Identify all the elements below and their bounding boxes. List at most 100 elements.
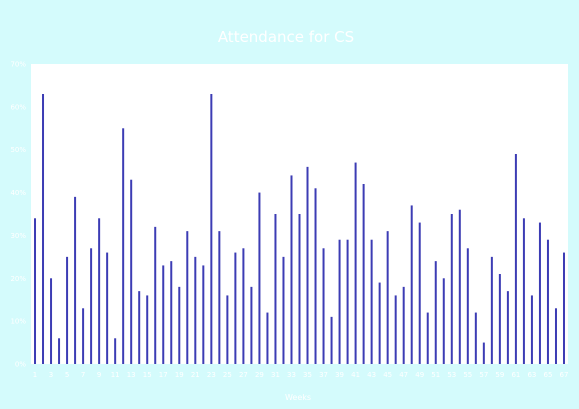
bar — [386, 231, 389, 364]
bar — [498, 274, 501, 364]
x-tick-label: 45 — [383, 371, 392, 379]
x-axis-label: Weeks — [285, 393, 311, 402]
x-tick-label: 1 — [33, 371, 37, 379]
bar — [178, 286, 181, 364]
bar — [282, 256, 285, 364]
bar — [362, 184, 365, 364]
x-tick-label: 7 — [81, 371, 85, 379]
bar — [130, 179, 133, 364]
x-tick-label: 55 — [463, 371, 472, 379]
bar — [274, 214, 277, 364]
x-tick-label: 23 — [207, 371, 216, 379]
bar — [314, 188, 317, 364]
x-tick-label: 41 — [351, 371, 360, 379]
bar — [330, 316, 333, 364]
bar — [42, 94, 45, 364]
bar — [202, 265, 205, 364]
bar — [74, 196, 77, 364]
x-tick-label: 35 — [303, 371, 312, 379]
bar — [306, 166, 309, 364]
bar — [186, 231, 189, 364]
bar — [474, 312, 477, 364]
bars-group — [34, 94, 565, 364]
bar — [506, 291, 509, 364]
y-tick-label: 20% — [10, 275, 26, 283]
x-tick-label: 37 — [319, 371, 328, 379]
bar — [266, 312, 269, 364]
bar — [450, 214, 453, 364]
bar — [34, 218, 37, 364]
x-tick-label: 49 — [415, 371, 424, 379]
bar — [170, 261, 173, 364]
bar — [146, 295, 149, 364]
bar — [322, 248, 325, 364]
x-tick-label: 9 — [97, 371, 101, 379]
y-tick-label: 10% — [10, 318, 26, 326]
x-tick-label: 29 — [255, 371, 264, 379]
bar — [370, 239, 373, 364]
chart-title: Attendance for CS — [218, 28, 354, 46]
bar — [114, 338, 117, 364]
x-tick-label: 11 — [111, 371, 120, 379]
x-tick-label: 15 — [143, 371, 152, 379]
x-tick-label: 13 — [127, 371, 136, 379]
bar — [290, 175, 293, 364]
x-tick-label: 27 — [239, 371, 248, 379]
bar — [434, 261, 437, 364]
x-tick-label: 61 — [511, 371, 520, 379]
bar — [410, 205, 413, 364]
bar — [354, 162, 357, 364]
bar — [554, 308, 557, 364]
x-tick-label: 57 — [479, 371, 488, 379]
bar — [194, 256, 197, 364]
x-tick-label: 47 — [399, 371, 408, 379]
bar — [218, 231, 221, 364]
bar — [210, 94, 213, 364]
y-tick-label: 30% — [10, 232, 26, 240]
x-tick-label: 59 — [495, 371, 504, 379]
x-axis-ticks: 1 3 5 7 9 11 13 15 17 19 21 23 25 27 29 31 33 35 37 39 41 43 4… — [33, 371, 569, 379]
bar — [338, 239, 341, 364]
bar — [106, 252, 109, 364]
bar — [226, 295, 229, 364]
y-tick-label: 40% — [10, 189, 26, 197]
x-tick-label: 39 — [335, 371, 344, 379]
x-tick-label: 5 — [65, 371, 69, 379]
x-tick-label: 19 — [175, 371, 184, 379]
bar — [258, 192, 261, 364]
bar — [242, 248, 245, 364]
bar — [514, 154, 517, 364]
y-axis-ticks: 0% 10% 20% 30% 40% 50% 60% 70% — [10, 61, 26, 369]
bar — [98, 218, 101, 364]
bar — [50, 278, 53, 364]
bar — [490, 256, 493, 364]
x-tick-label: 63 — [527, 371, 536, 379]
x-tick-label: 31 — [271, 371, 280, 379]
bar — [418, 222, 421, 364]
bar — [402, 286, 405, 364]
bar — [378, 282, 381, 364]
x-tick-label: 43 — [367, 371, 376, 379]
bar — [546, 239, 549, 364]
bar — [466, 248, 469, 364]
bar — [122, 128, 125, 364]
bar — [562, 252, 565, 364]
bar — [482, 342, 485, 364]
x-tick-label: 51 — [431, 371, 440, 379]
x-tick-label: 17 — [159, 371, 168, 379]
y-tick-label: 50% — [10, 146, 26, 154]
bar — [90, 248, 93, 364]
x-tick-label: 33 — [287, 371, 296, 379]
bar — [442, 278, 445, 364]
x-tick-label: 53 — [447, 371, 456, 379]
bar — [154, 226, 157, 364]
bar — [162, 265, 165, 364]
bar — [250, 286, 253, 364]
bar — [298, 214, 301, 364]
x-tick-label: 25 — [223, 371, 232, 379]
y-tick-label: 60% — [10, 103, 26, 111]
x-tick-label: 21 — [191, 371, 200, 379]
bar — [538, 222, 541, 364]
y-tick-label: 70% — [10, 61, 26, 69]
